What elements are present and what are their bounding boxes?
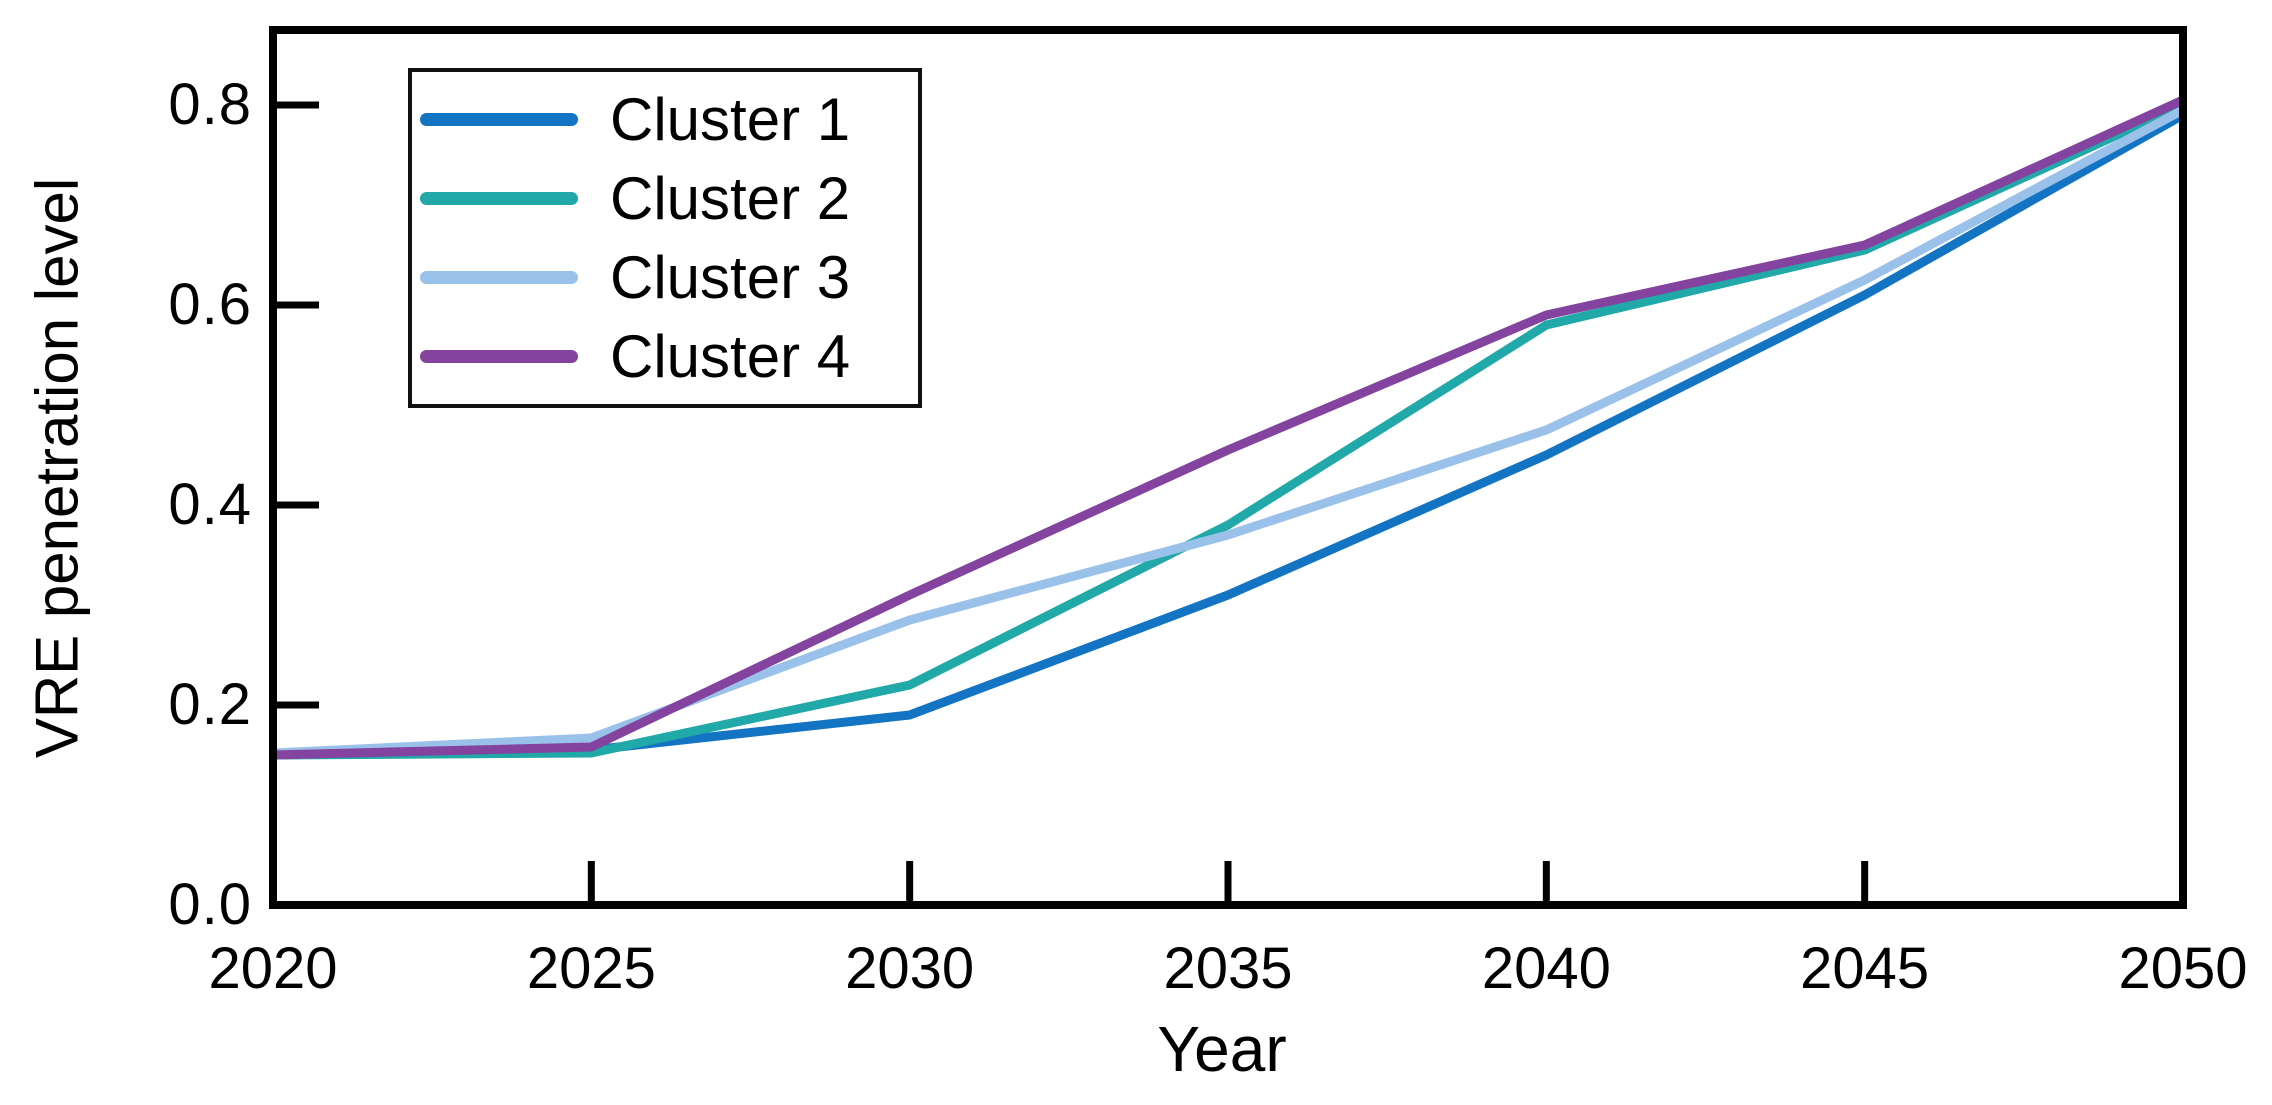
y-tick-label: 0.2 xyxy=(168,672,252,737)
series-line-cluster-4 xyxy=(272,95,2185,760)
x-tick-label: 2050 xyxy=(2118,936,2248,1001)
legend-label: Cluster 2 xyxy=(610,164,851,232)
legend-line-swatch xyxy=(420,271,578,284)
legend-row: Cluster 1 xyxy=(420,80,908,159)
x-tick-label: 2045 xyxy=(1800,936,1930,1001)
x-tick-label: 2040 xyxy=(1481,936,1611,1001)
legend-label: Cluster 4 xyxy=(610,322,851,390)
legend-row: Cluster 3 xyxy=(420,238,908,317)
legend-line-swatch xyxy=(420,192,578,205)
x-tick-label: 2030 xyxy=(845,936,975,1001)
legend-row: Cluster 4 xyxy=(420,317,908,396)
y-axis-title: VRE penetration level xyxy=(23,177,91,759)
y-tick-label: 0.4 xyxy=(168,472,252,537)
y-tick-label: 0.0 xyxy=(168,872,252,937)
legend-label: Cluster 3 xyxy=(610,243,851,311)
x-tick-label: 2025 xyxy=(526,936,656,1001)
legend-label: Cluster 1 xyxy=(610,85,851,153)
legend-line-swatch xyxy=(420,350,578,363)
legend: Cluster 1 Cluster 2 Cluster 3 Cluster 4 xyxy=(408,68,922,408)
series-line-cluster-3 xyxy=(272,106,2186,758)
y-tick-label: 0.6 xyxy=(168,272,252,337)
x-axis-title: Year xyxy=(1157,1013,1287,1085)
series-line-cluster-2 xyxy=(272,100,2185,760)
legend-row: Cluster 2 xyxy=(420,159,908,238)
x-tick-label: 2035 xyxy=(1163,936,1293,1001)
x-tick-label: 2020 xyxy=(208,936,338,1001)
legend-line-swatch xyxy=(420,113,578,126)
y-tick-label: 0.8 xyxy=(168,72,252,137)
